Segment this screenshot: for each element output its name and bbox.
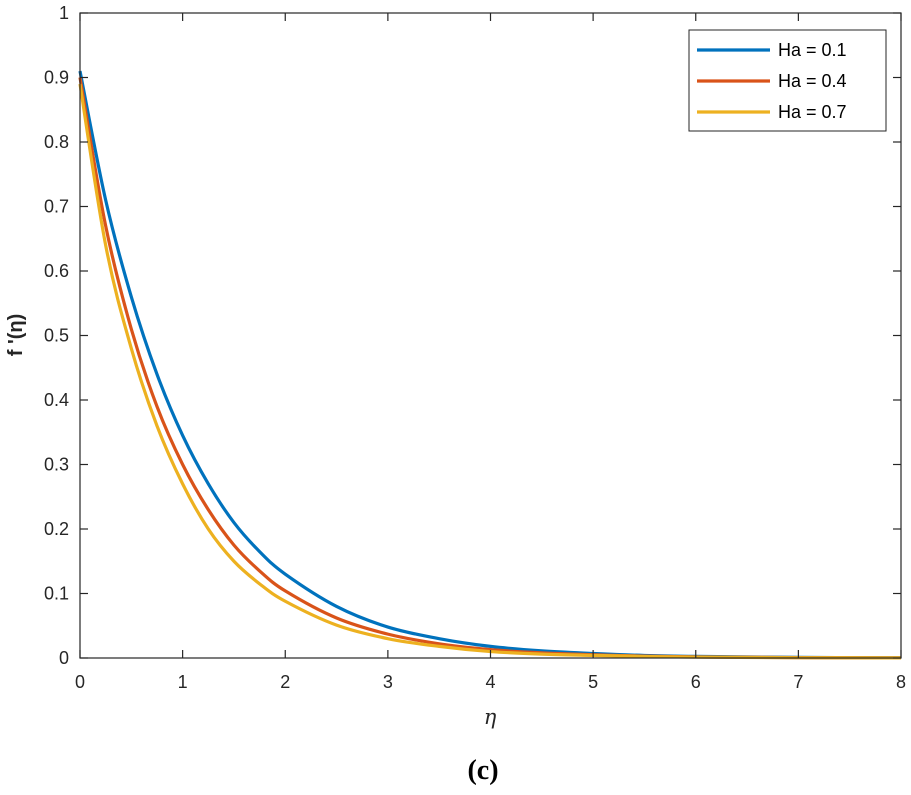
x-tick-label: 4 [485,672,495,692]
x-tick-label: 3 [383,672,393,692]
figure-caption: (c) [467,755,498,786]
series-layer [78,70,902,660]
x-tick-label: 7 [793,672,803,692]
y-tick-label: 0.6 [44,261,69,281]
axes-layer [79,12,902,659]
x-tick-label: 8 [896,672,906,692]
x-tick-label: 1 [178,672,188,692]
x-tick-label: 0 [75,672,85,692]
y-tick-label: 0.4 [44,390,69,410]
legend-label-2: Ha = 0.4 [778,71,847,91]
y-tick-label: 0.1 [44,584,69,604]
x-axis-label: η [484,705,497,729]
y-tick-label: 0.9 [44,68,69,88]
legend-entries: Ha = 0.1 Ha = 0.4 Ha = 0.7 [697,40,847,122]
x-tick-labels: 0 1 2 3 4 5 6 7 8 [75,672,906,692]
y-tick-label: 0.5 [44,326,69,346]
y-tick-label: 0.7 [44,197,69,217]
y-tick-label: 0.8 [44,132,69,152]
y-tick-label: 1 [59,3,69,23]
y-axis-label: f '(η) [5,314,27,357]
y-tick-label: 0.2 [44,519,69,539]
x-tick-label: 6 [691,672,701,692]
y-tick-labels: 0 0.1 0.2 0.3 0.4 0.5 0.6 0.7 0.8 0.9 1 [44,3,69,668]
legend: Ha = 0.1 Ha = 0.4 Ha = 0.7 [688,29,887,132]
series-line-3 [78,83,902,660]
x-tick-label: 5 [588,672,598,692]
y-tick-label: 0.3 [44,455,69,475]
legend-label-3: Ha = 0.7 [778,102,847,122]
legend-label-1: Ha = 0.1 [778,40,847,60]
x-tick-label: 2 [280,672,290,692]
y-tick-label: 0 [59,648,69,668]
